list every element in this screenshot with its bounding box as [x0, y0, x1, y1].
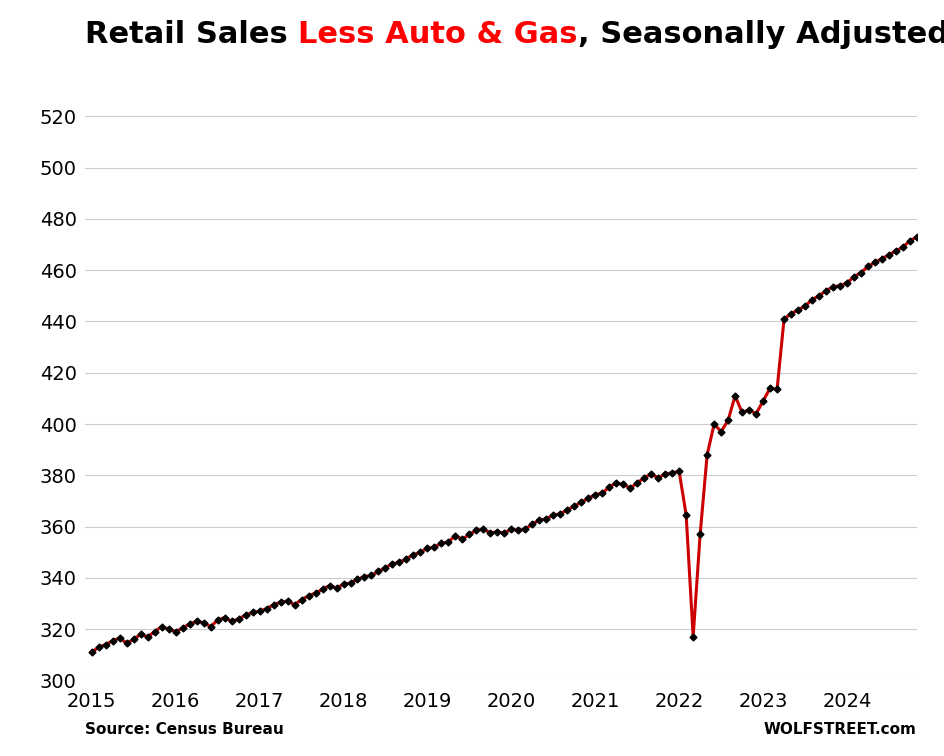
Text: WOLFSTREET.com: WOLFSTREET.com — [763, 722, 916, 737]
Text: Less Auto & Gas: Less Auto & Gas — [298, 20, 578, 49]
Text: Source: Census Bureau: Source: Census Bureau — [85, 722, 283, 737]
Text: , Seasonally Adjusted, Billion $: , Seasonally Adjusted, Billion $ — [578, 20, 944, 49]
Text: Retail Sales: Retail Sales — [85, 20, 298, 49]
